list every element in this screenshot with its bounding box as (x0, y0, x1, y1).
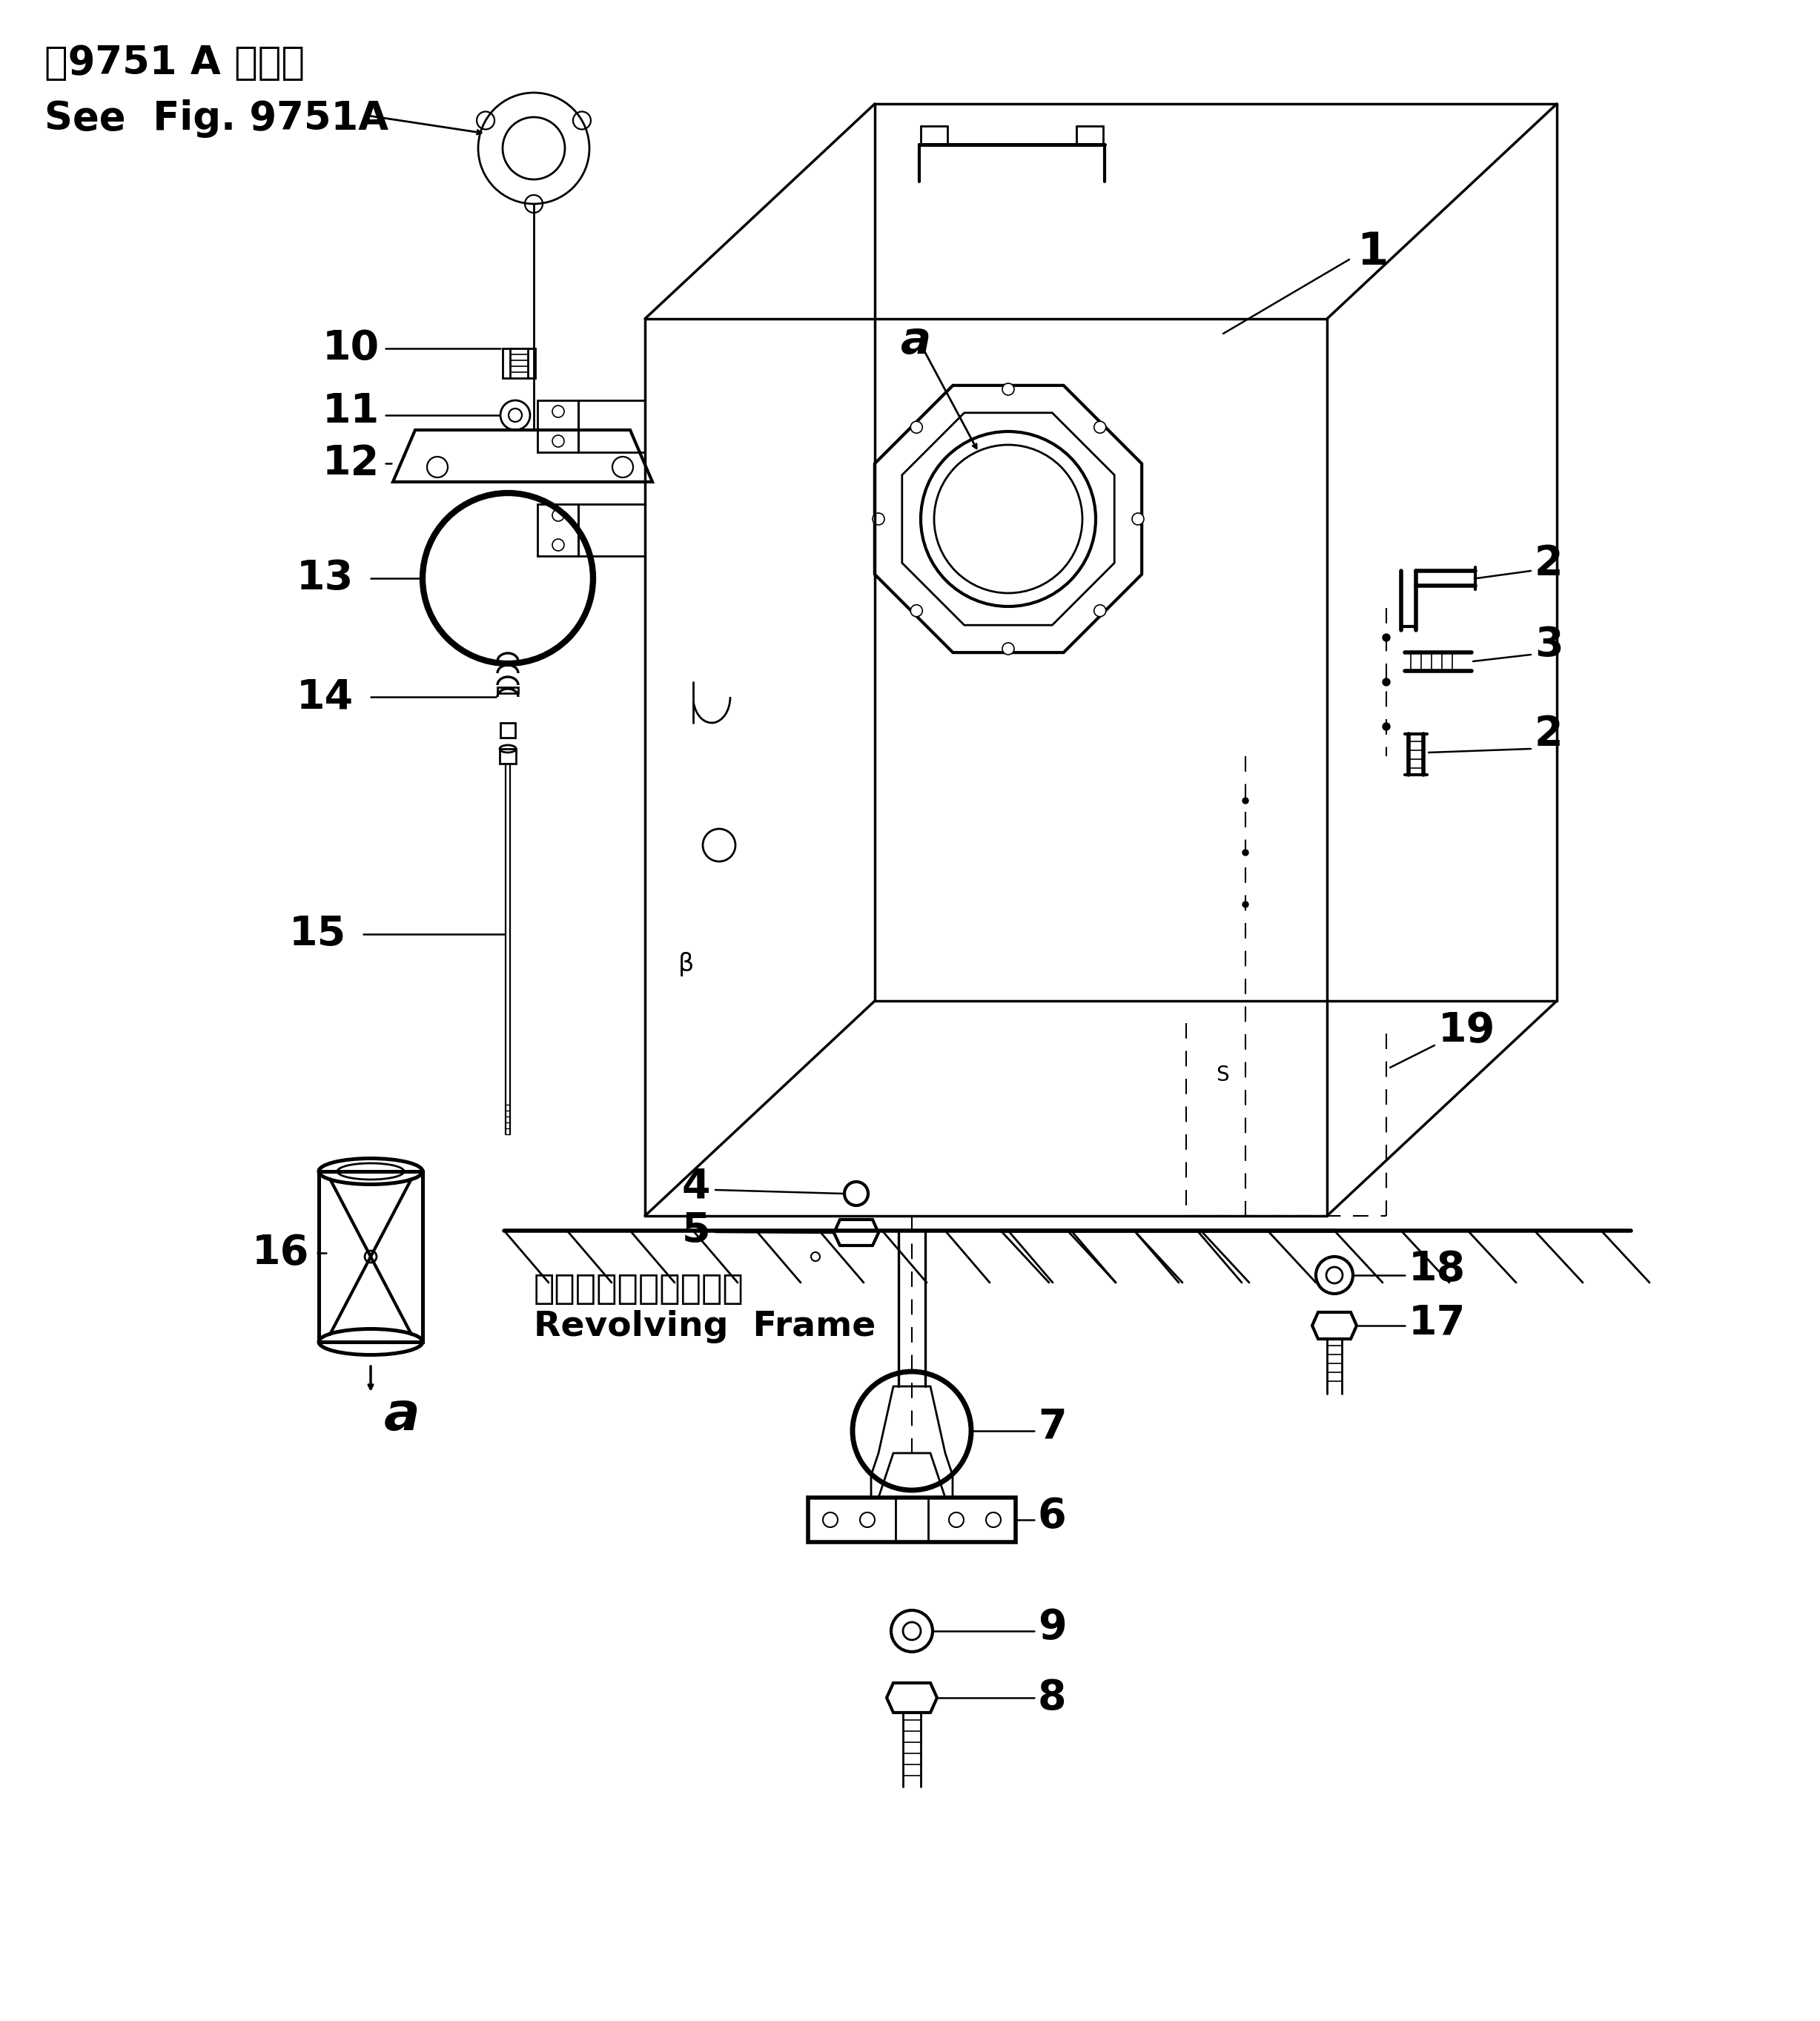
Circle shape (1383, 724, 1390, 730)
Circle shape (872, 513, 885, 525)
Bar (500, 750, 517, 764)
Text: 12: 12 (322, 443, 380, 483)
Circle shape (1383, 635, 1390, 641)
Text: 13: 13 (297, 558, 353, 598)
Text: 9: 9 (1037, 1607, 1067, 1647)
Text: a: a (384, 1390, 420, 1441)
Bar (537, 503, 579, 556)
Circle shape (1003, 384, 1014, 396)
Text: 8: 8 (1037, 1677, 1067, 1718)
Text: 15: 15 (289, 913, 346, 954)
Text: 2: 2 (1534, 713, 1563, 754)
Circle shape (910, 420, 923, 432)
Bar (502, 348, 535, 378)
Text: レボルビングフレーム: レボルビングフレーム (533, 1273, 744, 1308)
Circle shape (1094, 604, 1107, 616)
Text: 4: 4 (682, 1166, 710, 1207)
Circle shape (1243, 901, 1249, 907)
Circle shape (1003, 643, 1014, 655)
Text: 10: 10 (322, 329, 380, 368)
Circle shape (910, 604, 923, 616)
Circle shape (1383, 679, 1390, 685)
Text: 17: 17 (1409, 1304, 1465, 1344)
Text: 1: 1 (1356, 230, 1389, 275)
Bar (537, 400, 579, 453)
Text: 7: 7 (1037, 1407, 1067, 1447)
Text: 14: 14 (297, 677, 353, 717)
Circle shape (1132, 513, 1145, 525)
Circle shape (1243, 798, 1249, 804)
Text: 第9751 A 図参照: 第9751 A 図参照 (44, 44, 304, 83)
Text: β: β (679, 952, 693, 976)
Text: a: a (901, 319, 932, 364)
Bar (500, 724, 515, 738)
Text: 19: 19 (1438, 1010, 1496, 1051)
Text: 16: 16 (251, 1233, 309, 1273)
Text: S: S (1216, 1065, 1228, 1085)
Bar (497, 687, 519, 693)
Text: 18: 18 (1409, 1249, 1465, 1289)
Circle shape (1243, 849, 1249, 855)
Text: 6: 6 (1037, 1496, 1067, 1536)
Circle shape (1094, 420, 1107, 432)
Text: 3: 3 (1534, 624, 1563, 665)
Text: Revolving  Frame: Revolving Frame (533, 1310, 875, 1344)
Text: See  Fig. 9751A: See Fig. 9751A (44, 99, 388, 137)
Text: 5: 5 (682, 1211, 710, 1251)
Circle shape (364, 1251, 377, 1263)
Text: 11: 11 (322, 392, 380, 430)
Text: 2: 2 (1534, 544, 1563, 584)
Bar (318, 1172, 422, 1342)
